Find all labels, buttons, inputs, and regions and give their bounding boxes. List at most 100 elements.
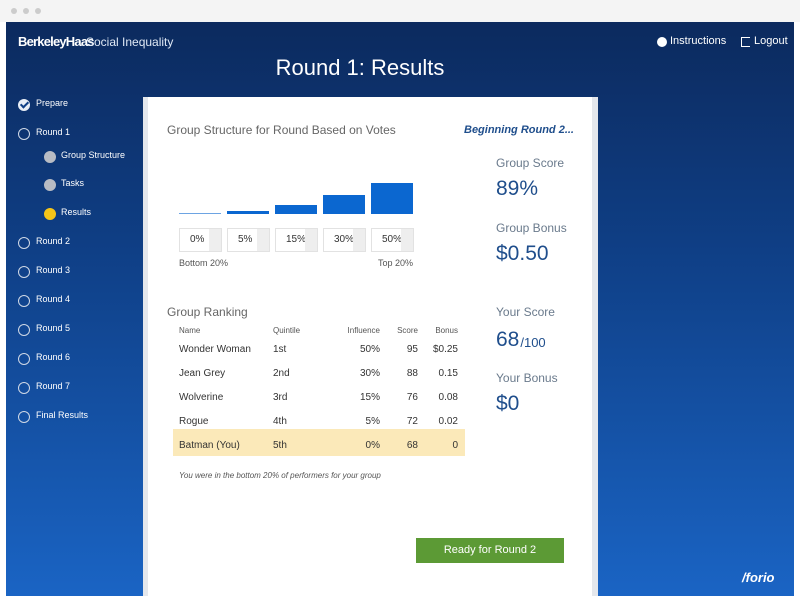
input-value: 30%	[334, 234, 355, 245]
dot	[11, 8, 17, 14]
nav-icon	[18, 382, 30, 394]
table-cell: 0.02	[438, 416, 458, 427]
table-cell: 88	[406, 368, 418, 379]
table-cell: 3rd	[273, 392, 288, 403]
nav-icon	[18, 295, 30, 307]
stat-label: Your Bonus	[496, 371, 558, 385]
axis-label: Bottom 20%	[179, 258, 229, 268]
table-cell: 2nd	[273, 368, 290, 379]
ready-button[interactable]: Ready for Round 2	[416, 538, 564, 563]
nav-item[interactable]: Results	[61, 207, 92, 217]
stat-value: $0.50	[496, 242, 549, 265]
table-cell: 0%	[365, 440, 380, 451]
influence-input[interactable]: 5%	[227, 228, 270, 252]
nav-item[interactable]: Round 3	[36, 265, 71, 275]
nav-icon	[18, 99, 30, 111]
nav-item[interactable]: Group Structure	[61, 150, 126, 160]
nav-icon	[18, 128, 30, 140]
nav-item[interactable]: Prepare	[36, 98, 69, 108]
nav-icon	[18, 324, 30, 336]
window-bar	[0, 0, 800, 22]
table-cell: 15%	[359, 392, 380, 403]
section-title: Group Structure for Round Based on Votes	[167, 123, 396, 137]
table-cell: 72	[406, 416, 418, 427]
status-text: Beginning Round 2...	[464, 124, 574, 136]
row-highlight	[173, 429, 465, 456]
help-icon	[657, 37, 667, 47]
nav-item[interactable]: Round 7	[36, 381, 71, 391]
note: You were in the bottom 20% of performers…	[179, 471, 381, 480]
nav-icon	[18, 411, 30, 423]
column-header: Quintile	[273, 326, 301, 335]
logo: BerkeleyHaas	[18, 34, 94, 49]
spinner[interactable]	[305, 229, 317, 251]
logout-link[interactable]: Logout	[754, 35, 788, 47]
nav-icon	[18, 266, 30, 278]
column-header: Score	[397, 326, 418, 335]
table-cell: 1st	[273, 344, 287, 355]
input-value: 15%	[286, 234, 307, 245]
input-value: 50%	[382, 234, 403, 245]
axis-label: Top 20%	[377, 258, 413, 268]
bar	[275, 204, 317, 214]
input-value: 5%	[238, 234, 253, 245]
stat-label: Group Score	[496, 156, 565, 170]
influence-input[interactable]: 15%	[275, 228, 318, 252]
spinner[interactable]	[257, 229, 269, 251]
bar	[227, 210, 269, 214]
spinner[interactable]	[209, 229, 221, 251]
stat-value: 89%	[496, 177, 539, 200]
stat-label: Your Score	[496, 305, 555, 319]
logout-icon	[741, 37, 750, 47]
spinner[interactable]	[353, 229, 365, 251]
table-cell: 76	[406, 392, 418, 403]
nav-item[interactable]: Round 5	[36, 323, 71, 333]
dot	[23, 8, 29, 14]
nav-icon	[18, 237, 30, 249]
stat-value: $0	[496, 392, 520, 415]
table-cell: 30%	[359, 368, 380, 379]
nav-icon	[44, 208, 56, 220]
table-cell: $0.25	[432, 344, 458, 355]
nav-item[interactable]: Tasks	[61, 178, 85, 188]
nav-item[interactable]: Round 2	[36, 236, 71, 246]
spinner[interactable]	[401, 229, 413, 251]
table-cell: 5th	[273, 440, 287, 451]
page-title: Round 1: Results	[275, 55, 445, 80]
table-cell: 5%	[365, 416, 380, 427]
column-header: Bonus	[435, 326, 458, 335]
table-cell: Rogue	[179, 416, 209, 427]
table-cell: 4th	[273, 416, 287, 427]
nav-icon	[44, 151, 56, 163]
section-title: Group Ranking	[167, 305, 248, 319]
dot	[35, 8, 41, 14]
column-header: Name	[179, 326, 201, 335]
table-cell: Wonder Woman	[179, 344, 251, 355]
table-cell: 0.08	[438, 392, 458, 403]
bar	[323, 195, 365, 214]
table-cell: Batman (You)	[179, 440, 240, 451]
nav-item[interactable]: Round 4	[36, 294, 71, 304]
nav-item[interactable]: Final Results	[36, 410, 89, 420]
stat-label: Group Bonus	[496, 221, 567, 235]
check	[19, 99, 30, 109]
nav-item[interactable]: Round 1	[36, 127, 71, 137]
footer-logo: /forio	[742, 570, 775, 585]
stat-value: 68	[496, 328, 520, 351]
stat-suffix: /100	[520, 335, 546, 350]
table-cell: 0.15	[438, 368, 458, 379]
influence-input[interactable]: 50%	[371, 228, 414, 252]
table-cell: 95	[406, 344, 418, 355]
nav-item[interactable]: Round 6	[36, 352, 71, 362]
influence-input[interactable]: 30%	[323, 228, 366, 252]
column-header: Influence	[347, 326, 380, 335]
instructions-link[interactable]: Instructions	[670, 35, 727, 47]
app-title: Social Inequality	[86, 35, 174, 49]
table-cell: 50%	[359, 344, 380, 355]
bar	[179, 213, 221, 214]
table-cell: 68	[406, 440, 418, 451]
table-cell: Jean Grey	[179, 368, 226, 379]
table-cell: 0	[452, 440, 458, 451]
influence-input[interactable]: 0%	[179, 228, 222, 252]
